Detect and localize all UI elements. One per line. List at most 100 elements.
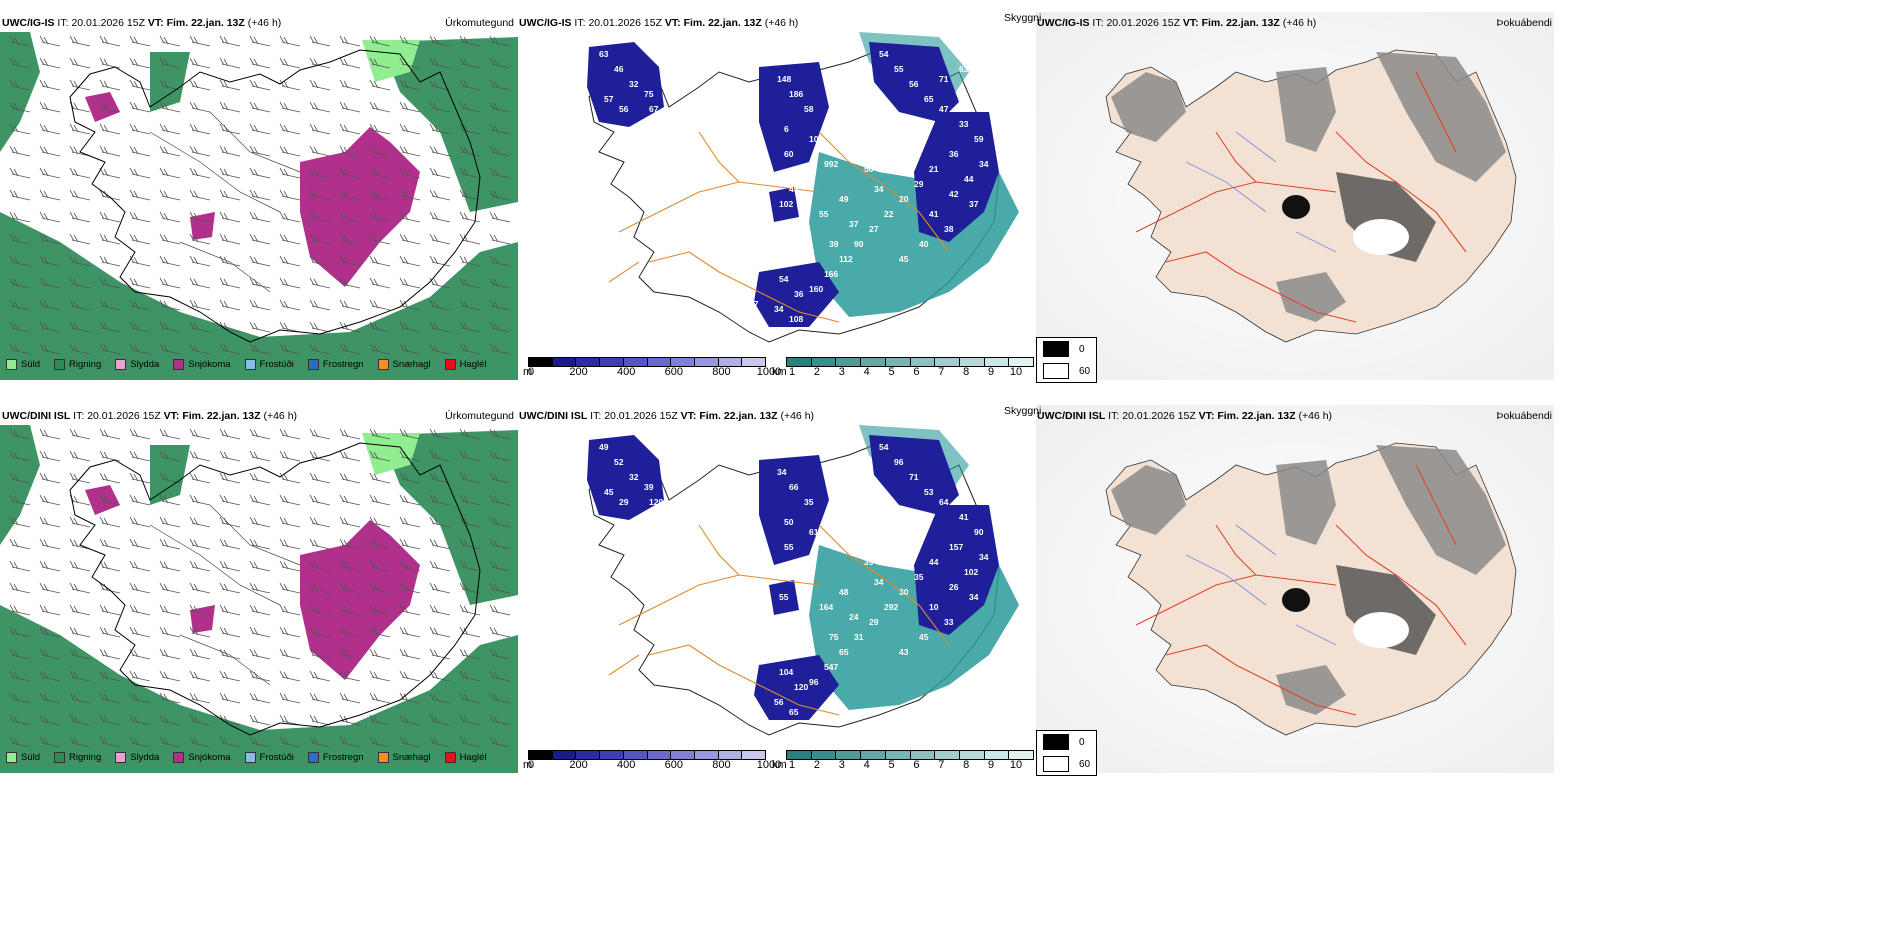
fog-swatch-black (1043, 341, 1069, 357)
fog-legend: 0 60 (1036, 730, 1098, 776)
scale-segment (861, 751, 886, 759)
scale-tick: 3 (838, 366, 845, 378)
scale-tick: 1 (788, 759, 796, 771)
scale-segment (671, 751, 695, 759)
fog-index-area (1376, 445, 1506, 575)
cloud-base-label: 75 (829, 632, 839, 642)
visibility-scale (786, 357, 1034, 367)
cloud-base-area (587, 435, 664, 520)
scale-segment (787, 358, 812, 366)
cloud-base-label: 164 (819, 602, 833, 612)
fog-legend: 0 60 (1036, 337, 1098, 383)
scale-segment (836, 751, 862, 759)
scale-tick: 1000 (756, 366, 782, 378)
cloud-base-label: 57 (604, 94, 614, 104)
scale-tick: 800 (712, 366, 731, 378)
roads (608, 524, 950, 716)
scale-tick: 4 (863, 759, 870, 771)
scale-segment (959, 358, 985, 366)
cloud-base-area (769, 580, 799, 615)
fog-index-area (1276, 67, 1336, 152)
cloud-base-label: 34 (774, 304, 784, 314)
scale-segment (552, 751, 577, 759)
cloud-base-label: 35 (914, 572, 924, 582)
cloud-base-label: 120 (649, 497, 663, 507)
cloud-base-label: 144 (799, 647, 813, 657)
panel-title-fog: Þokuábendi (1496, 17, 1552, 29)
cloud-base-label: 89 (724, 214, 734, 224)
panel-title-visibility: Skyggni (1004, 12, 1042, 24)
rivers (1185, 131, 1337, 253)
cloud-base-label: 30 (899, 587, 909, 597)
precip-map (0, 12, 518, 380)
cloud-base-label: 39 (864, 557, 874, 567)
scale-segment (885, 751, 911, 759)
cloud-base-label: 90 (854, 239, 864, 249)
fog-map (1036, 405, 1554, 773)
rivers (149, 111, 301, 293)
scale-segment (1009, 751, 1034, 759)
legend-swatch (54, 359, 66, 370)
cloud-base-label: 68 (909, 129, 919, 139)
legend-label: Snjókoma (188, 359, 231, 370)
panel-header: UWC/DINI ISL IT: 20.01.2026 15Z VT: Fim.… (2, 410, 298, 422)
cloud-base-label: 29 (914, 179, 924, 189)
cloud-base-label: 55 (819, 209, 829, 219)
scale-segment (885, 358, 911, 366)
scale-segment (647, 358, 672, 366)
cloud-base-label: 52 (614, 457, 624, 467)
fog-index-high (1282, 195, 1310, 219)
legend-swatch (6, 752, 17, 763)
legend-label: Súld (21, 359, 41, 370)
panel-title-precip: Úrkomutegund (445, 17, 514, 29)
cloud-base-label: 992 (824, 159, 838, 169)
cloud-base-label: 45 (899, 254, 909, 264)
cloud-base-label: 37 (849, 219, 859, 229)
cloud-base-label: 37 (969, 199, 979, 209)
cloud-base-label: 34 (969, 592, 979, 602)
cloud-base-label: 6 (784, 124, 789, 134)
cloud-base-label: 64 (939, 497, 949, 507)
fog-index-area (1276, 272, 1346, 322)
legend-item: Frostregn (307, 752, 364, 763)
scale-segment (742, 358, 766, 366)
legend-swatch (6, 359, 17, 370)
scale-segment (529, 358, 553, 366)
visibility-ticks: km 1 2 3 4 5 6 7 8 9 10 (770, 759, 1040, 773)
cloud-base-label: 186 (789, 89, 803, 99)
cloud-base-label: 10 (809, 134, 819, 144)
scale-tick: 1000 (756, 759, 782, 771)
fog-swatch-black (1043, 734, 1069, 750)
panel-title-fog: Þokuábendi (1496, 410, 1552, 422)
legend-item: Haglél (444, 359, 487, 370)
precip-panel-top (0, 12, 518, 380)
cloud-base-label: 27 (869, 224, 879, 234)
scale-segment (694, 358, 719, 366)
cloud-base-label: 41 (929, 209, 939, 219)
cloud-base-label: 33 (944, 617, 954, 627)
cloud-base-label: 63 (599, 49, 609, 59)
cloud-base-label: 160 (809, 284, 823, 294)
scale-tick: 6 (913, 759, 920, 771)
cloud-base-label: 37 (749, 299, 759, 309)
cloud-base-label: 56 (774, 697, 784, 707)
legend-label: Rigning (69, 752, 102, 763)
cloud-base-area (754, 262, 839, 327)
cloud-base-label: 112 (839, 254, 853, 264)
cloud-base-label: 10 (929, 602, 939, 612)
cloud-base-label: 36 (794, 289, 804, 299)
cloud-base-label: 47 (799, 254, 809, 264)
scale-segment (600, 358, 624, 366)
panel-title-visibility: Skyggni (1004, 405, 1042, 417)
cloud-base-label: 60 (784, 149, 794, 159)
scale-tick: 600 (664, 366, 683, 378)
legend-swatch (444, 359, 456, 370)
legend-label: Haglél (459, 359, 487, 370)
cloud-base-label: 32 (629, 79, 639, 89)
rain-area (0, 605, 518, 773)
cloud-base-label: 71 (909, 472, 919, 482)
scale-segment (984, 358, 1010, 366)
scale-tick: 400 (617, 366, 636, 378)
panel-header: UWC/DINI ISL IT: 20.01.2026 15Z VT: Fim.… (1037, 410, 1333, 422)
cloud-base-label: 71 (939, 74, 949, 84)
